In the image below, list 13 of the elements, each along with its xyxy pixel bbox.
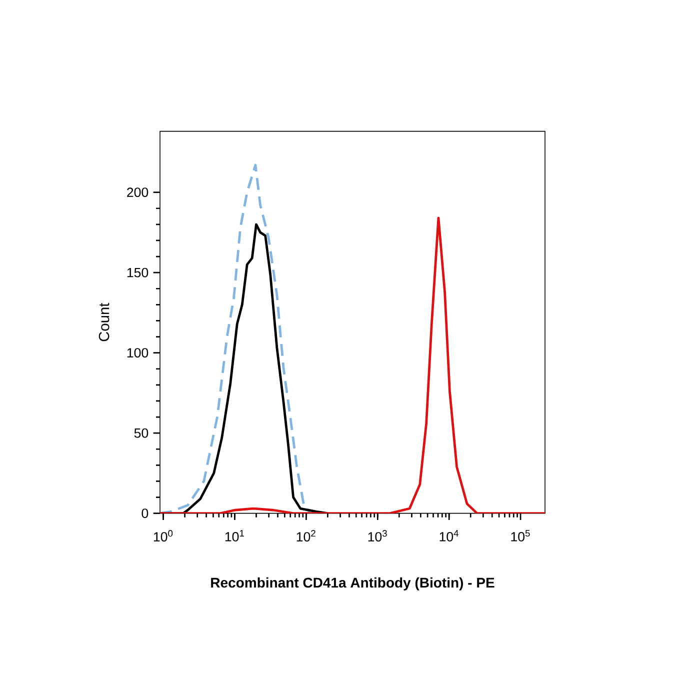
x-tick-label: 10$^{2}$ — [296, 530, 316, 542]
y-axis-title: Count — [98, 302, 110, 342]
x-tick-label: 10$^{0}$ — [154, 530, 173, 542]
y-tick-label: 100 — [127, 348, 148, 358]
x-tick-label: 10$^{3}$ — [368, 530, 387, 542]
y-tick-label: 0 — [142, 508, 148, 518]
y-tick-label: 200 — [127, 188, 148, 198]
x-tick-label: 10$^{4}$ — [440, 530, 458, 542]
y-tick-label: 50 — [134, 428, 148, 438]
x-tick-label: 10$^{1}$ — [225, 530, 244, 542]
x-axis-title: Recombinant CD41a Antibody (Biotin) - PE — [211, 577, 494, 590]
y-tick-label: 150 — [127, 268, 148, 278]
x-tick-label: 10$^{5}$ — [511, 530, 530, 542]
